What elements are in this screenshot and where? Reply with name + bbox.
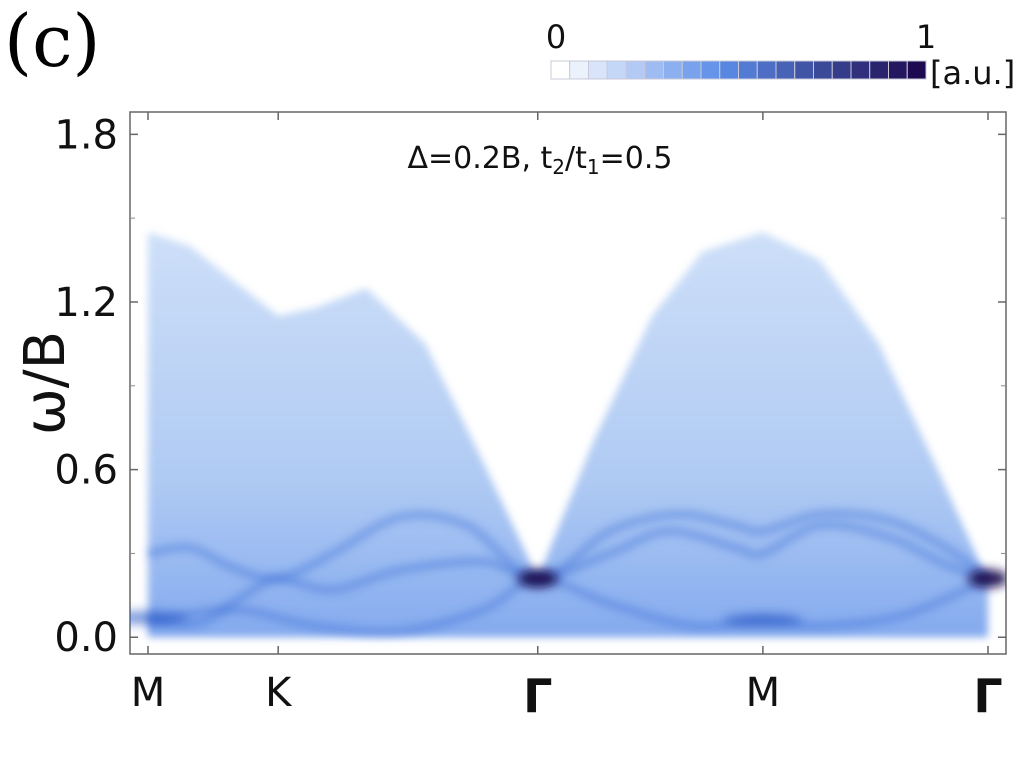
colorbar: 0 1 [a.u.] <box>546 18 1015 92</box>
y-axis-label: ω/B <box>13 331 78 435</box>
colorbar-cell <box>888 60 908 80</box>
x-tick-label: M <box>131 670 166 716</box>
colorbar-cell <box>738 60 758 80</box>
colorbar-cell <box>775 60 796 80</box>
x-tick-label: Γ <box>523 669 552 723</box>
colorbar-cell <box>813 60 833 80</box>
colorbar-cell <box>756 60 777 80</box>
band-line-3 <box>147 573 991 638</box>
colorbar-cell <box>700 60 721 80</box>
y-tick-label: 1.8 <box>54 112 118 158</box>
x-tick-label: K <box>265 670 293 716</box>
x-tick-label: Γ <box>973 669 1002 723</box>
colorbar-cell <box>719 60 739 80</box>
annotation-sub-2: 2 <box>552 155 565 179</box>
colorbar-cell <box>794 60 814 80</box>
heatmap-layer <box>130 232 1006 638</box>
colorbar-cell <box>569 60 589 80</box>
x-tick-label: M <box>746 670 781 716</box>
colorbar-min-label: 0 <box>546 18 566 56</box>
colorbar-cells <box>550 60 927 80</box>
colorbar-cell <box>550 60 571 80</box>
panel-label: (c) <box>4 0 101 83</box>
colorbar-cell <box>606 60 627 80</box>
y-ticks: 0.0 0.6 1.2 1.8 <box>54 112 1006 661</box>
colorbar-cell <box>850 60 871 80</box>
parameter-annotation: Δ=0.2B, t2/t1=0.5 <box>408 141 673 179</box>
annotation-part-1: Δ=0.2B, t <box>408 141 553 176</box>
bright-spot <box>517 569 558 588</box>
bright-spot <box>968 569 1006 588</box>
colorbar-unit-label: [a.u.] <box>930 54 1015 92</box>
colorbar-cell <box>869 60 889 80</box>
colorbar-cell <box>588 60 608 80</box>
colorbar-cell <box>906 60 927 80</box>
colorbar-cell <box>663 60 683 80</box>
annotation-part-3: /t <box>565 141 587 176</box>
band-line-2 <box>147 508 992 584</box>
annotation-part-5: =0.5 <box>600 141 673 176</box>
y-tick-label: 1.2 <box>54 280 118 326</box>
plot-area: 0.0 0.6 1.2 1.8 M K Γ M Γ <box>54 111 1007 723</box>
y-tick-label: 0.0 <box>54 615 118 661</box>
colorbar-cell <box>681 60 702 80</box>
colorbar-cell <box>644 60 664 80</box>
band-lines <box>147 508 992 638</box>
y-tick-label: 0.6 <box>54 448 118 494</box>
annotation-sub-1: 1 <box>587 155 600 179</box>
colorbar-cell <box>625 60 646 80</box>
colorbar-cell <box>831 60 852 80</box>
bright-spot <box>130 610 188 625</box>
colorbar-max-label: 1 <box>916 18 936 56</box>
bright-spots <box>130 569 1006 628</box>
bright-spot <box>722 613 803 628</box>
